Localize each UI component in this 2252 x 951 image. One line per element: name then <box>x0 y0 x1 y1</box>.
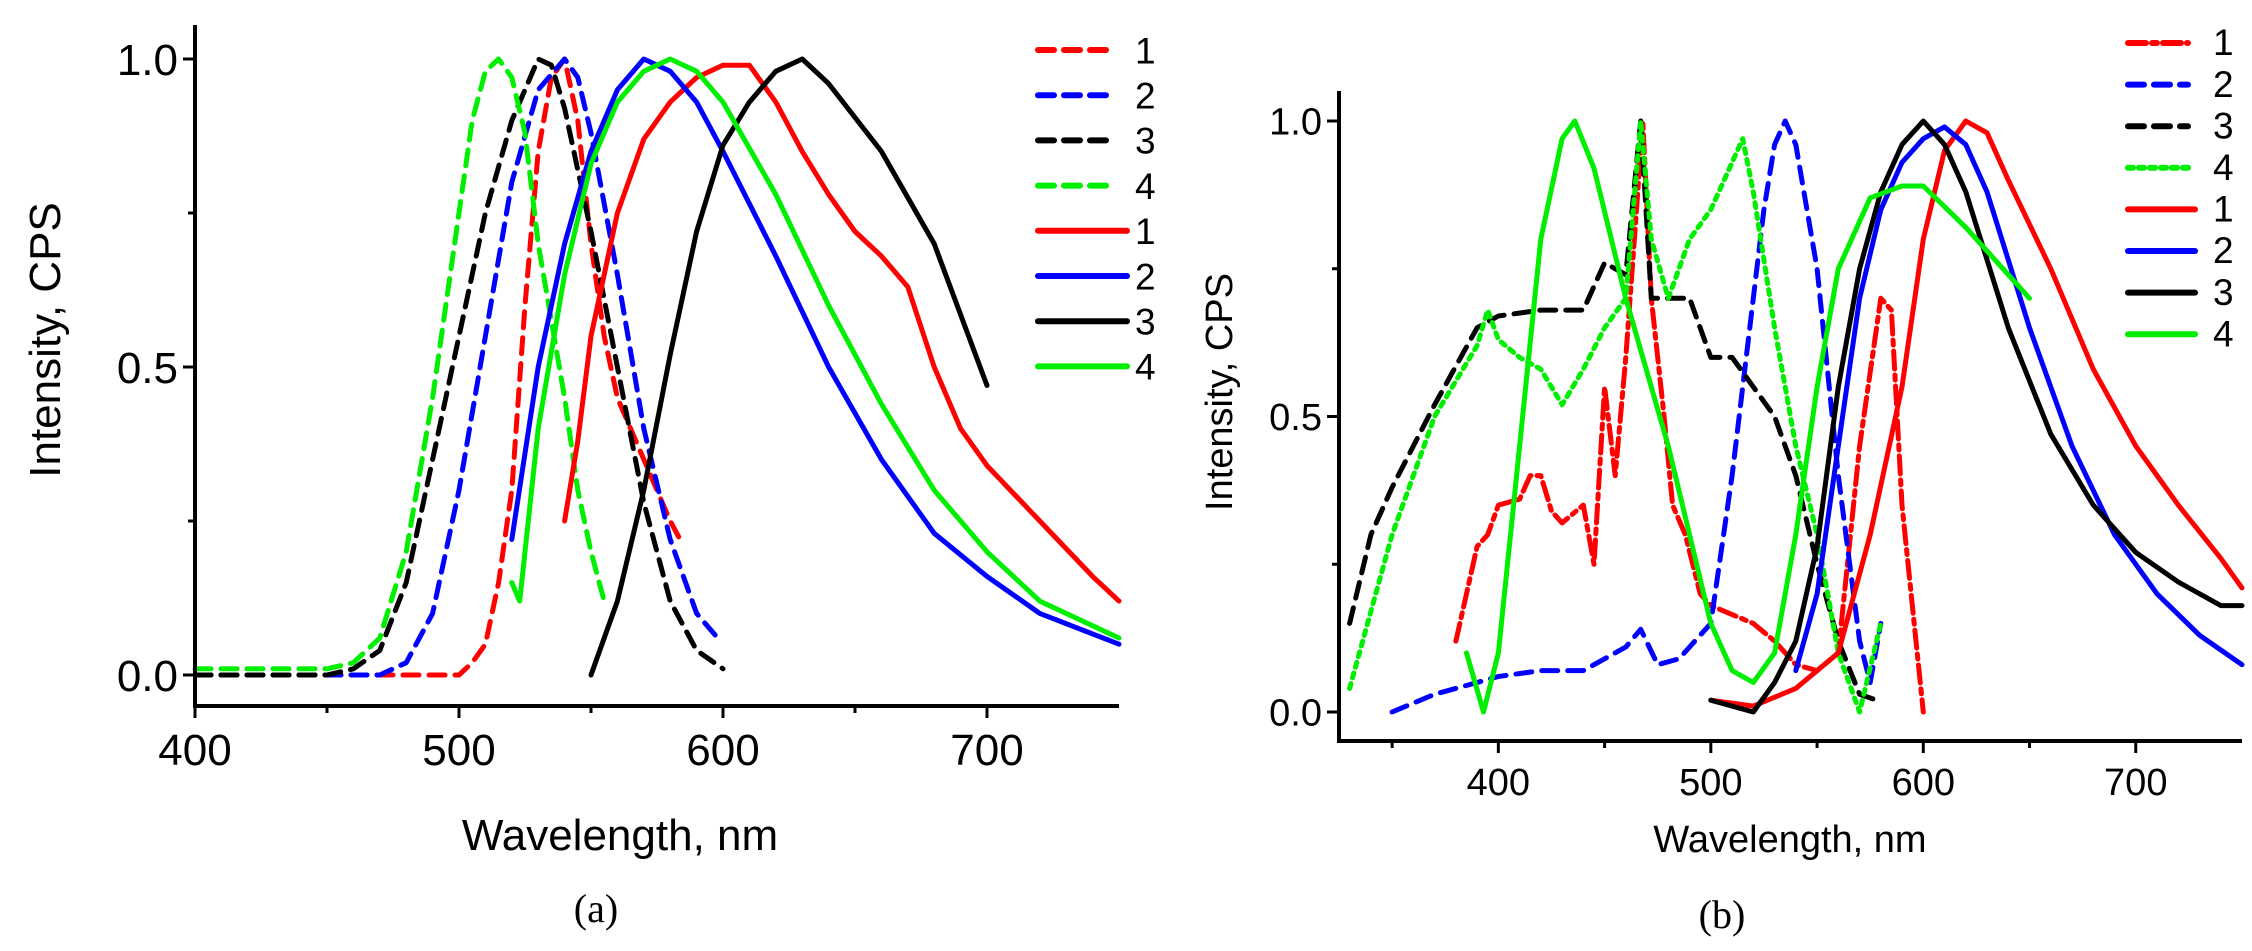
legend-item: 4 <box>2125 147 2234 188</box>
x-tick-label: 700 <box>950 726 1023 775</box>
x-tick-label: 500 <box>422 726 495 775</box>
legend-item: 3 <box>2125 105 2234 146</box>
x-tick-label: 600 <box>1892 762 1955 804</box>
legend-label: 4 <box>1135 347 1156 388</box>
x-tick-label: 400 <box>1467 762 1530 804</box>
panel-label: (a) <box>574 886 618 931</box>
legend-label: 2 <box>1135 256 1156 297</box>
legend-item: 2 <box>2125 64 2234 105</box>
y-tick-label: 0.0 <box>1269 693 1322 735</box>
legend-label: 2 <box>2213 230 2234 271</box>
series-solid-4 <box>1464 118 2032 715</box>
x-tick-label: 400 <box>158 726 231 775</box>
legend-label: 1 <box>2213 22 2234 63</box>
series-dashed-2 <box>192 56 721 678</box>
series-dotted-4 <box>1347 118 1884 715</box>
legend-item: 4 <box>2125 313 2234 354</box>
y-tick-label: 1.0 <box>1269 102 1322 144</box>
series-dashed-3 <box>1347 118 1880 703</box>
legend-item: 3 <box>2125 272 2234 313</box>
series-solid-1 <box>1708 118 2245 709</box>
legend-item: 2 <box>2125 230 2234 271</box>
series-dashed-2 <box>1389 118 1884 715</box>
legend-label: 2 <box>1135 76 1156 117</box>
legend-item: 2 <box>1035 256 1156 297</box>
series-dashed-4 <box>192 56 607 672</box>
series-solid-1 <box>562 62 1122 604</box>
x-axis-title: Wavelength, nm <box>462 811 778 860</box>
series-solid-2 <box>509 56 1122 647</box>
legend-item: 4 <box>1035 166 1156 207</box>
legend-label: 4 <box>2213 147 2234 188</box>
legend-item: 3 <box>1035 302 1156 343</box>
x-tick-label: 600 <box>686 726 759 775</box>
chart-panel-a: 400 500 600 700 0.0 0.5 1.0 Wavelength, nm Inten… <box>21 25 1156 931</box>
y-axis-title: Intensity, CPS <box>21 202 70 478</box>
y-tick-label: 1.0 <box>117 36 178 85</box>
chart-panel-b: 400 500 600 700 0.0 0.5 1.0 Wavelength, nm Inten… <box>1199 22 2245 937</box>
legend-item: 2 <box>1035 76 1156 117</box>
y-tick-label: 0.0 <box>117 652 178 701</box>
legend-item: 3 <box>1035 121 1156 162</box>
legend-label: 4 <box>1135 166 1156 207</box>
legend-label: 3 <box>2213 272 2234 313</box>
legend-item: 4 <box>1035 347 1156 388</box>
x-tick-label: 700 <box>2104 762 2167 804</box>
x-tick-label: 500 <box>1679 762 1742 804</box>
y-axis-title: Intensity, CPS <box>1199 273 1241 511</box>
y-tick-label: 0.5 <box>1269 397 1322 439</box>
legend-label: 4 <box>2213 313 2234 354</box>
legend-label: 3 <box>1135 121 1156 162</box>
x-axis-title: Wavelength, nm <box>1653 819 1926 861</box>
series-dashdot-1 <box>1453 118 1926 715</box>
series-dashed-1 <box>192 56 686 678</box>
legend-label: 1 <box>1135 211 1156 252</box>
series-solid-3 <box>1708 118 2245 715</box>
series-solid-3 <box>588 56 990 678</box>
series-solid-2 <box>1793 124 2245 674</box>
panel-label: (b) <box>1699 892 1746 937</box>
legend-label: 1 <box>2213 189 2234 230</box>
legend-label: 3 <box>2213 105 2234 146</box>
legend-item: 1 <box>2125 189 2234 230</box>
legend-label: 2 <box>2213 64 2234 105</box>
series-dashed-3 <box>192 56 726 678</box>
legend-item: 1 <box>1035 211 1156 252</box>
legend-item: 1 <box>1035 30 1156 71</box>
legend-label: 3 <box>1135 302 1156 343</box>
y-tick-label: 0.5 <box>117 344 178 393</box>
legend-label: 1 <box>1135 30 1156 71</box>
legend-item: 1 <box>2125 22 2234 63</box>
series-solid-4 <box>509 56 1122 641</box>
